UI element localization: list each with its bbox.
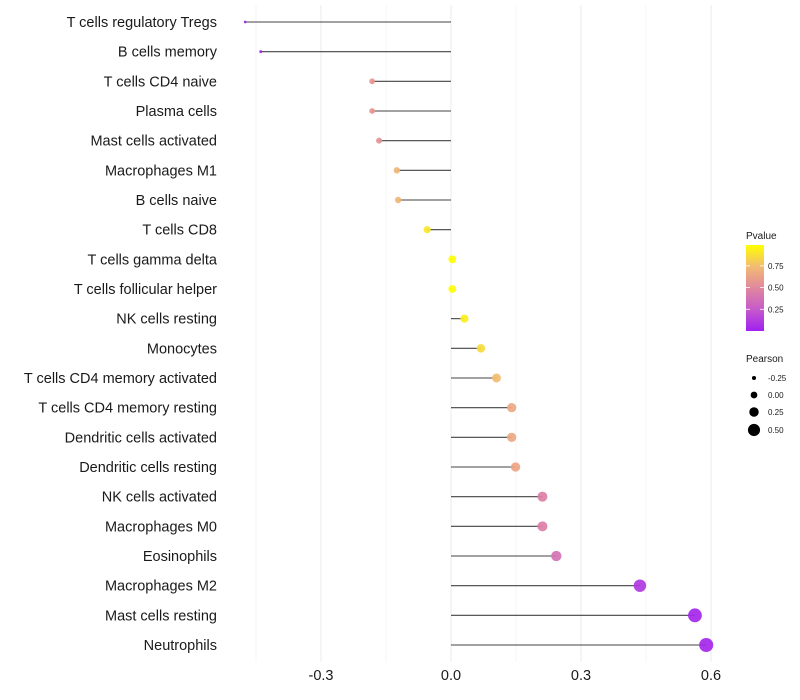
point <box>633 579 647 592</box>
y-tick-label: Neutrophils <box>144 638 217 654</box>
y-tick-label: Macrophages M0 <box>105 519 217 535</box>
point <box>537 491 548 502</box>
pearson-legend: Pearson -0.25 0.00 0.25 0.50 <box>746 354 787 437</box>
y-tick-label: B cells naive <box>136 193 217 209</box>
point <box>507 403 517 413</box>
y-tick-label: Eosinophils <box>143 549 217 565</box>
y-tick-label: NK cells activated <box>102 490 217 506</box>
y-axis-labels: T cells regulatory Tregs B cells memory T … <box>24 15 218 654</box>
points <box>243 20 714 653</box>
size-key-label: -0.25 <box>768 374 787 383</box>
y-tick-label: T cells CD8 <box>142 223 217 239</box>
point <box>551 550 562 562</box>
point <box>699 637 714 653</box>
y-tick-label: NK cells resting <box>116 312 217 328</box>
y-tick-label: T cells CD4 naive <box>104 74 217 90</box>
y-tick-label: T cells CD4 memory activated <box>24 371 217 387</box>
size-key-dot <box>749 407 759 417</box>
point <box>369 108 376 114</box>
pvalue-colorbar <box>746 245 764 331</box>
colorbar-tick-label: 0.25 <box>768 305 784 314</box>
x-axis-labels: -0.3 0.0 0.3 0.6 <box>309 668 722 684</box>
y-tick-label: Mast cells activated <box>90 134 217 150</box>
point <box>510 462 521 472</box>
y-tick-label: T cells CD4 memory resting <box>38 401 217 417</box>
point <box>507 432 517 442</box>
y-tick-label: Macrophages M1 <box>105 163 217 179</box>
size-key-label: 0.25 <box>768 408 784 417</box>
y-tick-label: Monocytes <box>147 341 217 357</box>
point <box>476 344 486 353</box>
x-tick-label: 0.0 <box>441 668 461 684</box>
stems <box>245 21 707 646</box>
gridlines <box>255 5 712 662</box>
point <box>423 226 431 234</box>
y-tick-label: Dendritic cells activated <box>65 430 217 446</box>
pvalue-legend: Pvalue 0.75 0.50 0.25 <box>746 231 784 331</box>
size-key-label: 0.00 <box>768 391 784 400</box>
x-tick-label: -0.3 <box>309 668 334 684</box>
y-tick-label: Dendritic cells resting <box>79 460 217 476</box>
point <box>688 608 702 623</box>
point <box>243 20 247 24</box>
point <box>537 521 548 532</box>
point <box>448 255 457 264</box>
point <box>460 314 469 323</box>
size-key-dot <box>750 391 758 399</box>
x-tick-label: 0.3 <box>571 668 591 684</box>
y-tick-label: T cells gamma delta <box>88 252 218 268</box>
point <box>376 137 383 144</box>
size-key-dot <box>747 423 761 437</box>
y-tick-label: B cells memory <box>118 45 218 61</box>
pvalue-legend-title: Pvalue <box>746 231 777 242</box>
point <box>492 373 501 383</box>
colorbar-tick-label: 0.50 <box>768 284 784 293</box>
y-tick-label: Plasma cells <box>136 104 217 120</box>
size-key-label: 0.50 <box>768 426 784 435</box>
pearson-legend-title: Pearson <box>746 354 783 365</box>
point <box>448 285 457 293</box>
y-tick-label: Mast cells resting <box>105 608 217 624</box>
size-key-dot <box>751 375 757 381</box>
point <box>393 167 401 174</box>
point <box>394 196 402 204</box>
x-tick-label: 0.6 <box>701 668 721 684</box>
y-tick-label: T cells regulatory Tregs <box>67 15 217 31</box>
point <box>369 78 376 85</box>
point <box>259 50 263 54</box>
colorbar-tick-label: 0.75 <box>768 262 784 271</box>
y-tick-label: T cells follicular helper <box>74 282 217 298</box>
y-tick-label: Macrophages M2 <box>105 579 217 595</box>
